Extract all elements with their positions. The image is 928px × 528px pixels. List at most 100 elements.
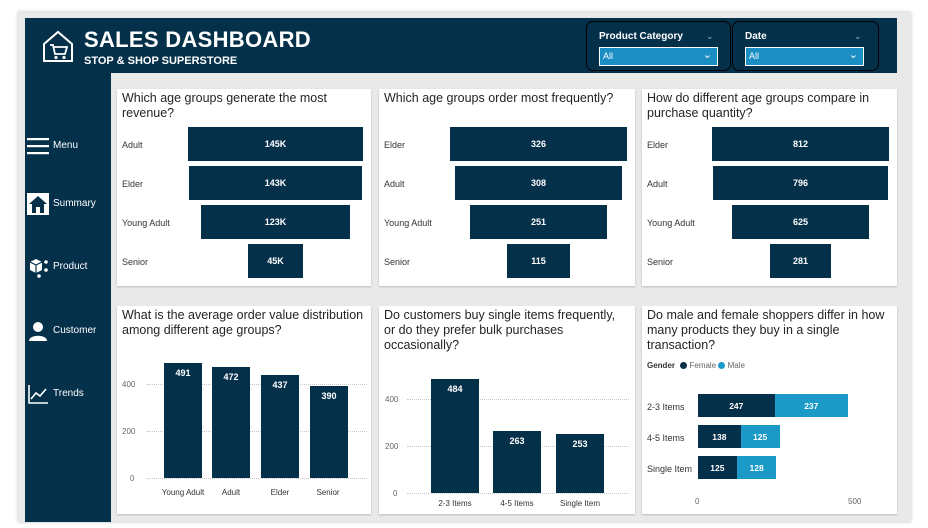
gridline: [147, 431, 367, 432]
chart-title: Do customers buy single items frequently…: [384, 308, 616, 352]
category-label: Adult: [647, 179, 668, 189]
sidebar-item-product[interactable]: Product: [25, 254, 111, 282]
stacked-bar-segment: 125: [698, 456, 737, 479]
legend-marker-female: [680, 362, 688, 369]
gridline: [147, 478, 367, 479]
slicer-label: Date: [745, 31, 767, 42]
chart-title: Do male and female shoppers differ in ho…: [647, 308, 885, 352]
legend-marker-male: [718, 362, 726, 369]
sidebar-nav: Menu Summary Product Customer Trends: [25, 73, 111, 522]
chart-title: What is the average order value distribu…: [122, 308, 364, 337]
category-label: Elder: [122, 179, 144, 189]
x-tick-label: Adult: [221, 488, 241, 497]
chevron-down-icon: ⌄: [848, 49, 858, 61]
gridline: [407, 399, 629, 400]
chevron-down-icon[interactable]: ⌄: [854, 31, 862, 41]
funnel-bar: 115: [507, 244, 570, 278]
stacked-bar-segment: 237: [774, 394, 849, 417]
chart-title: Which age groups generate the most reven…: [122, 91, 327, 120]
stacked-bar-segment: 128: [736, 456, 777, 479]
category-label: Adult: [122, 140, 143, 150]
bar: [212, 367, 250, 478]
line-chart-icon: [28, 385, 48, 404]
legend-label-female: Female: [689, 361, 717, 370]
dashboard-title: SALES DASHBOARD: [84, 27, 311, 52]
y-tick-label: 200: [122, 427, 136, 436]
x-tick-label: Young Adult: [161, 488, 205, 497]
funnel-bar: 308: [455, 166, 622, 200]
sidebar-item-customer[interactable]: Customer: [25, 318, 111, 346]
data-label: 390: [321, 391, 337, 402]
user-icon: [29, 322, 47, 341]
category-label: 4-5 Items: [647, 433, 685, 443]
avg-order-value-card: What is the average order value distribu…: [117, 306, 371, 514]
legend-label-male: Male: [727, 361, 745, 370]
category-label: Single Item: [647, 464, 693, 474]
revenue-by-age-card: Which age groups generate the most reven…: [117, 89, 371, 286]
funnel-bar: 251: [470, 205, 607, 239]
gender-transaction-card: Do male and female shoppers differ in ho…: [642, 306, 897, 514]
funnel-bar: 796: [713, 166, 888, 200]
chevron-down-icon: ⌄: [702, 49, 712, 61]
sidebar-item-trends[interactable]: Trends: [25, 381, 111, 409]
category-label: Senior: [384, 257, 411, 267]
category-label: Elder: [384, 140, 406, 150]
slicer-value: All: [749, 51, 760, 61]
funnel-bar: 145K: [188, 127, 363, 161]
gridline: [407, 493, 629, 494]
dashboard-subtitle: STOP & SHOP SUPERSTORE: [84, 55, 238, 67]
product-category-dropdown[interactable]: All ⌄: [599, 47, 718, 66]
category-label: Senior: [647, 257, 674, 267]
funnel-bar: 45K: [248, 244, 303, 278]
legend-title: Gender: [647, 361, 676, 370]
data-label: 437: [272, 380, 288, 391]
bar: [556, 433, 604, 493]
sidebar-item-menu[interactable]: Menu: [25, 133, 111, 161]
purchase-quantity-card: How do different age groups compare in p…: [642, 89, 897, 286]
category-label: 2-3 Items: [647, 402, 685, 412]
data-label: 472: [223, 372, 239, 383]
bulk-vs-single-card: Do customers buy single items frequently…: [379, 306, 635, 514]
bar: [493, 431, 541, 493]
sidebar-item-label: Product: [53, 261, 88, 272]
stacked-bar-segment: 247: [698, 394, 775, 417]
funnel-bar: 625: [732, 205, 869, 239]
sidebar-item-summary[interactable]: Summary: [25, 191, 111, 219]
funnel-bar: 123K: [201, 205, 350, 239]
category-label: Young Adult: [647, 218, 695, 228]
x-tick-label: 2-3 Items: [438, 499, 472, 508]
date-dropdown[interactable]: All ⌄: [745, 47, 864, 66]
category-label: Elder: [647, 140, 669, 150]
x-tick-label: 0: [695, 497, 700, 506]
store-cart-icon: [43, 30, 73, 62]
home-icon: [27, 193, 49, 215]
y-tick-label: 200: [385, 442, 399, 451]
data-label: 491: [175, 367, 191, 378]
x-tick-label: Elder: [270, 488, 290, 497]
header-bar: SALES DASHBOARD STOP & SHOP SUPERSTORE P…: [25, 18, 897, 73]
chevron-down-icon[interactable]: ⌄: [706, 31, 714, 41]
sidebar-item-label: Customer: [53, 325, 97, 336]
date-slicer[interactable]: Date ⌄ All ⌄: [732, 21, 879, 71]
y-tick-label: 0: [130, 474, 135, 483]
gridline: [147, 384, 367, 385]
bar: [431, 379, 479, 493]
data-label: 484: [447, 384, 463, 395]
stacked-bar-segment: 125: [740, 425, 780, 448]
product-category-slicer[interactable]: Product Category ⌄ All ⌄: [586, 21, 731, 71]
x-tick-label: Single Item: [559, 499, 601, 508]
x-tick-label: 500: [848, 497, 862, 506]
category-label: Young Adult: [384, 218, 432, 228]
slicer-value: All: [603, 51, 614, 61]
y-tick-label: 400: [385, 395, 399, 404]
category-label: Senior: [122, 257, 149, 267]
bar: [164, 362, 202, 478]
data-label: 253: [572, 438, 588, 449]
stacked-bar-segment: 138: [698, 425, 741, 448]
x-tick-label: Senior: [316, 488, 340, 497]
legend: Gender Female Male: [647, 361, 745, 370]
category-label: Young Adult: [122, 218, 170, 228]
sidebar-item-label: Summary: [53, 198, 96, 209]
bar: [261, 375, 299, 478]
y-tick-label: 0: [393, 489, 398, 498]
